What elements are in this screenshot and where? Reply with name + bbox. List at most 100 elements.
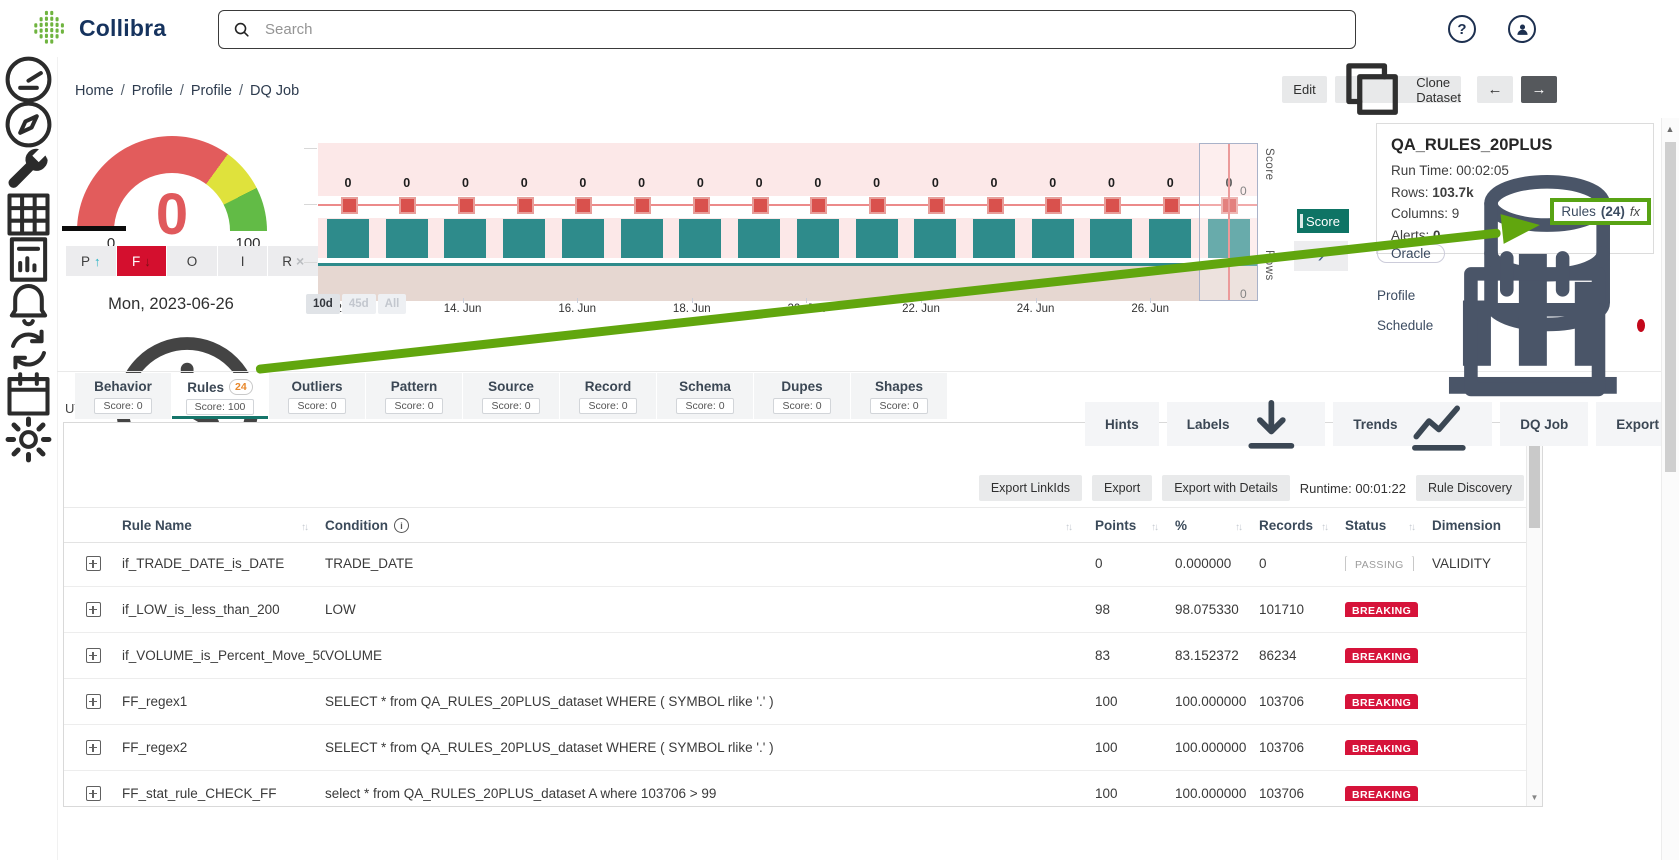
table-scrollbar[interactable]: ▲ ▼	[1526, 423, 1542, 806]
rows-bar[interactable]	[561, 219, 604, 258]
tab-rules[interactable]: Rules 24 Score: 100	[172, 373, 268, 419]
range-10d[interactable]: 10d	[306, 294, 340, 314]
rows-bar[interactable]	[385, 219, 428, 258]
tab-hints[interactable]: Hints	[1085, 402, 1159, 446]
account-icon[interactable]	[1508, 15, 1536, 43]
table-row[interactable]: if_TRADE_DATE_is_DATE TRADE_DATE 0 0.000…	[64, 541, 1527, 587]
sort-icon[interactable]: ↑↓	[1065, 521, 1073, 533]
pfoir-tab-p[interactable]: P ↑	[66, 246, 116, 276]
range-all[interactable]: All	[377, 294, 407, 314]
expand-row-icon[interactable]	[85, 786, 101, 801]
score-point-marker[interactable]	[1045, 197, 1063, 214]
sort-icon[interactable]: ↑↓	[1151, 521, 1159, 533]
score-point-marker[interactable]	[1162, 197, 1180, 214]
rows-bar[interactable]	[503, 219, 546, 258]
export-details-button[interactable]: Export with Details	[1162, 475, 1290, 501]
score-point-marker[interactable]	[986, 197, 1004, 214]
tab-dupes[interactable]: Dupes Score: 0	[754, 373, 850, 419]
caret-down-icon[interactable]: ▼	[1530, 793, 1539, 802]
page-scrollbar-thumb[interactable]	[1665, 142, 1676, 472]
sidebar-item[interactable]	[0, 237, 57, 282]
rows-bar[interactable]	[1149, 219, 1192, 258]
score-point-marker[interactable]	[575, 197, 593, 214]
tab-pattern[interactable]: Pattern Score: 0	[366, 373, 462, 419]
score-point-marker[interactable]	[340, 197, 358, 214]
forward-button[interactable]: →	[1521, 76, 1557, 103]
back-button[interactable]: ←	[1477, 76, 1513, 103]
collibra-logo[interactable]: Collibra	[32, 9, 166, 47]
expand-row-icon[interactable]	[85, 602, 101, 617]
score-point-marker[interactable]	[692, 197, 710, 214]
score-point-marker[interactable]	[927, 197, 945, 214]
table-row[interactable]: FF_regex2 SELECT * from QA_RULES_20PLUS_…	[64, 725, 1527, 771]
expand-row-icon[interactable]	[85, 556, 101, 571]
help-icon[interactable]: ?	[1448, 15, 1476, 43]
breadcrumb-profile-2[interactable]: Profile	[190, 83, 232, 99]
rows-bar[interactable]	[1090, 219, 1133, 258]
table-row[interactable]: FF_stat_rule_CHECK_FF select * from QA_R…	[64, 771, 1527, 806]
rules-link[interactable]: Rules	[1561, 204, 1596, 219]
sidebar-item[interactable]	[0, 282, 57, 327]
page-scrollbar[interactable]: ▲	[1661, 118, 1679, 860]
sort-icon[interactable]: ↑↓	[1235, 521, 1243, 533]
score-legend-badge[interactable]: Score	[1297, 209, 1349, 233]
sidebar-item[interactable]	[0, 372, 57, 417]
sort-icon[interactable]: ↑↓	[1408, 521, 1416, 533]
rule-discovery-button[interactable]: Rule Discovery	[1415, 475, 1524, 501]
tab-outliers[interactable]: Outliers Score: 0	[269, 373, 365, 419]
schedule-link[interactable]: Schedule	[1377, 318, 1434, 334]
rows-bar[interactable]	[1031, 219, 1074, 258]
expand-row-icon[interactable]	[85, 694, 101, 709]
rows-bar[interactable]	[914, 219, 957, 258]
rows-bar[interactable]	[738, 219, 781, 258]
pfoir-tab-f[interactable]: F ↓	[116, 246, 167, 276]
table-row[interactable]: FF_regex1 SELECT * from QA_RULES_20PLUS_…	[64, 679, 1527, 725]
score-point-marker[interactable]	[869, 197, 887, 214]
tab-dq-job[interactable]: DQ Job	[1500, 402, 1589, 446]
table-row[interactable]: if_VOLUME_is_Percent_Move_50 VOLUME 83 8…	[64, 633, 1527, 679]
expand-row-icon[interactable]	[85, 740, 101, 755]
search-input[interactable]	[263, 20, 1342, 39]
score-point-marker[interactable]	[810, 197, 828, 214]
table-row[interactable]: if_LOW_is_less_than_200 LOW 98 98.075330…	[64, 587, 1527, 633]
score-point-marker[interactable]	[399, 197, 417, 214]
breadcrumb-profile[interactable]: Profile	[131, 83, 173, 99]
tab-record[interactable]: Record Score: 0	[560, 373, 656, 419]
rows-bar[interactable]	[973, 219, 1016, 258]
info-icon[interactable]: i	[393, 517, 409, 534]
sidebar-item[interactable]	[0, 101, 57, 148]
clone-dataset-button[interactable]: Clone Dataset	[1335, 63, 1461, 116]
rows-bar[interactable]	[620, 219, 663, 258]
rows-bar[interactable]	[444, 219, 487, 258]
tab-shapes[interactable]: Shapes Score: 0	[851, 373, 947, 419]
expand-row-icon[interactable]	[85, 648, 101, 663]
tab-behavior[interactable]: Behavior Score: 0	[75, 373, 171, 419]
score-point-marker[interactable]	[1103, 197, 1121, 214]
sidebar-item[interactable]	[0, 327, 57, 372]
rows-bar[interactable]	[327, 219, 369, 258]
rows-bar[interactable]	[796, 219, 839, 258]
sidebar-item[interactable]	[0, 416, 57, 463]
tab-trends[interactable]: Trends	[1333, 402, 1493, 451]
sidebar-item[interactable]	[0, 192, 57, 237]
tab-source[interactable]: Source Score: 0	[463, 373, 559, 419]
score-point-marker[interactable]	[516, 197, 534, 214]
pfoir-tab-i[interactable]: I	[217, 246, 268, 276]
pfoir-tab-r[interactable]: R ×	[268, 246, 318, 276]
export-linkids-button[interactable]: Export LinkIds	[978, 475, 1083, 501]
score-point-marker[interactable]	[457, 197, 475, 214]
rows-bar[interactable]	[679, 219, 722, 258]
breadcrumb-home[interactable]: Home	[75, 83, 114, 99]
rows-bar[interactable]	[855, 219, 898, 258]
pfoir-tab-o[interactable]: O	[167, 246, 217, 276]
sort-icon[interactable]: ↑↓	[301, 521, 309, 533]
sidebar-item[interactable]	[0, 147, 57, 192]
range-45d[interactable]: 45d	[341, 294, 376, 314]
table-scrollbar-thumb[interactable]	[1529, 443, 1540, 528]
sidebar-item[interactable]	[0, 56, 57, 103]
edit-button[interactable]: Edit	[1282, 76, 1327, 103]
tab-labels[interactable]: Labels	[1166, 399, 1326, 449]
caret-up-icon[interactable]: ▲	[1665, 124, 1675, 134]
sort-icon[interactable]: ↑↓	[1321, 521, 1329, 533]
search-bar[interactable]	[218, 10, 1356, 49]
